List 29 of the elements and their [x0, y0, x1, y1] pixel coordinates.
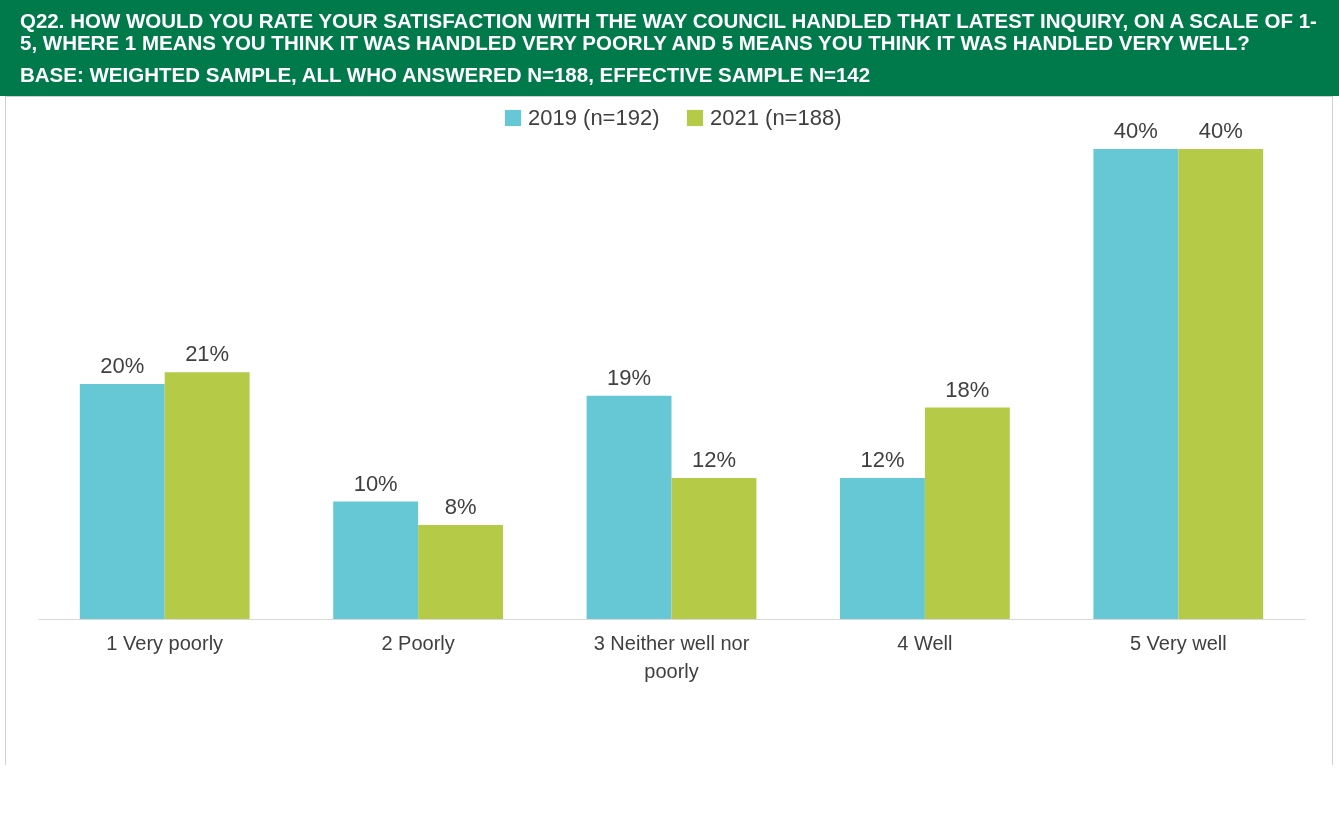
x-tick-label: 1 Very poorly	[106, 631, 224, 654]
bar	[164, 372, 250, 619]
bar	[1178, 149, 1264, 619]
data-label: 21%	[185, 341, 230, 367]
bar	[924, 407, 1010, 619]
bar	[418, 525, 503, 619]
data-label: 20%	[100, 353, 145, 378]
x-tick-label: 3 Neither well nor poorly	[593, 631, 750, 682]
data-label: 18%	[945, 376, 990, 402]
data-label: 10%	[353, 470, 398, 496]
data-label: 12%	[691, 447, 736, 472]
bar	[671, 478, 757, 619]
bar	[840, 478, 925, 619]
x-tick-label: 5 Very well	[1129, 631, 1227, 654]
data-label: 40%	[1113, 118, 1158, 143]
chart-title: Q22. HOW WOULD YOU RATE YOUR SATISFACTION WITH THE WAY COUNCIL HANDLED THAT LATEST INQUIRY, ON A SCALE OF 1-5, WHERE 1 MEANS YOU THINK IT WAS HANDLED VERY POORLY AND 5 MEANS YOU THINK IT WAS HANDLED VERY WELL?	[20, 9, 1318, 54]
legend-label: 2019 (n=192)	[528, 105, 660, 130]
bar	[1093, 149, 1179, 619]
bar	[586, 395, 672, 619]
data-label: 12%	[860, 447, 905, 472]
bar	[333, 501, 419, 619]
data-label: 19%	[607, 364, 652, 390]
legend-label: 2021 (n=188)	[710, 105, 842, 130]
x-tick-label: 4 Well	[897, 631, 953, 654]
data-label: 40%	[1198, 118, 1243, 143]
x-tick-label: 2 Poorly	[381, 631, 455, 654]
bar	[79, 384, 165, 619]
chart-subtitle: BASE: WEIGHTED SAMPLE, ALL WHO ANSWERED N=188, EFFECTIVE SAMPLE N=142	[20, 63, 872, 86]
data-label: 8%	[444, 494, 477, 519]
